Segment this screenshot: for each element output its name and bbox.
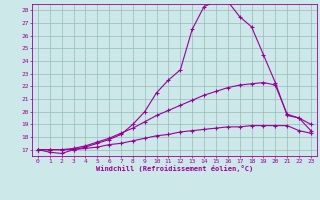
X-axis label: Windchill (Refroidissement éolien,°C): Windchill (Refroidissement éolien,°C)	[96, 165, 253, 172]
